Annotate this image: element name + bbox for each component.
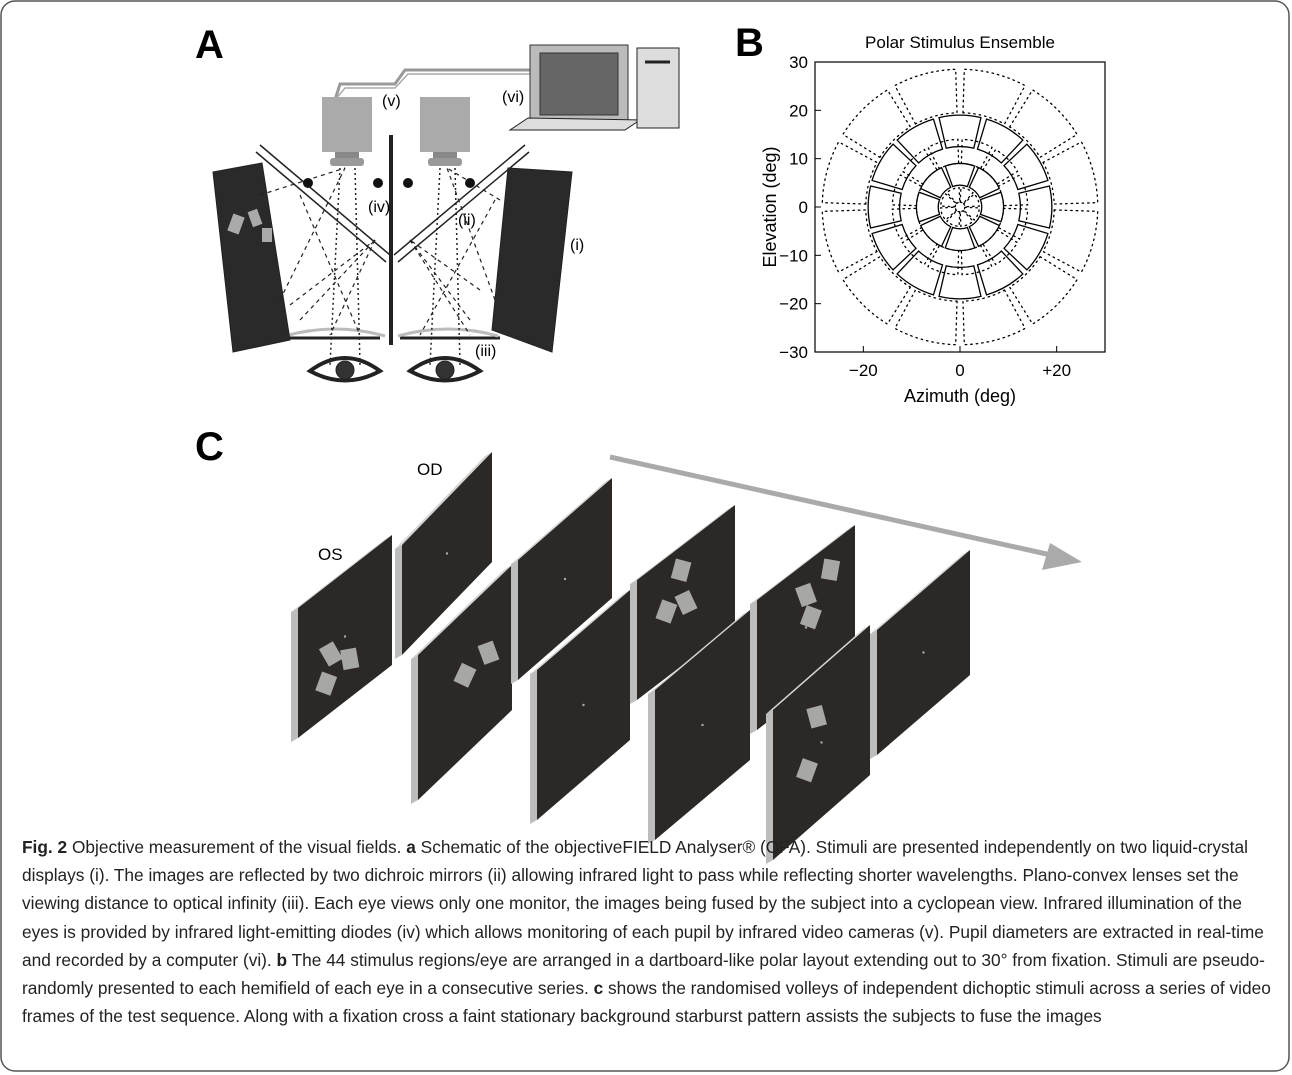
- stimulus-region: [872, 224, 916, 269]
- x-axis-label: Azimuth (deg): [904, 386, 1016, 406]
- fixation: [922, 651, 924, 653]
- y-tick-label: −30: [779, 343, 808, 362]
- fixation: [464, 681, 466, 683]
- screen-edge: [395, 545, 402, 659]
- screen-edge: [511, 560, 518, 684]
- screen-edge: [630, 580, 637, 704]
- stimulus-region: [921, 168, 951, 198]
- stimulus-patch: [340, 648, 359, 670]
- y-tick-label: −20: [779, 295, 808, 314]
- part-label: (iv): [368, 199, 390, 216]
- stimulus-region: [964, 207, 980, 220]
- screen-edge: [411, 655, 418, 804]
- fixation: [701, 724, 703, 726]
- schematic: [213, 45, 679, 381]
- fixation: [685, 601, 687, 603]
- stimulus-region: [917, 192, 940, 221]
- stimulus-region: [1004, 144, 1048, 189]
- stimulus-region: [843, 90, 910, 157]
- part-label: (vi): [502, 89, 524, 106]
- stimulus-region: [868, 186, 901, 228]
- x-tick-label: +20: [1042, 361, 1071, 380]
- y-tick-label: 30: [789, 53, 808, 72]
- stimulus-region: [892, 175, 921, 206]
- stimulus-region: [945, 227, 974, 250]
- y-tick-label: 10: [789, 150, 808, 169]
- stimulus-region: [961, 139, 992, 168]
- part-label: (i): [570, 237, 584, 254]
- screen-edge: [750, 600, 757, 734]
- stimulus-region: [892, 208, 921, 239]
- part-letter: c: [594, 978, 604, 998]
- stimulus-region: [941, 194, 957, 207]
- y-tick-label: 0: [799, 198, 808, 217]
- stimulus-region: [998, 208, 1027, 239]
- stimulus-region: [1010, 90, 1077, 157]
- panel-letter: B: [735, 21, 764, 65]
- stimulus-region: [939, 266, 981, 299]
- caption-label: Fig. 2: [22, 837, 67, 857]
- caption: Fig. 2 Objective measurement of the visu…: [22, 833, 1277, 1030]
- x-tick-label: −20: [849, 361, 878, 380]
- stimulus-region: [1010, 257, 1077, 324]
- fixation: [344, 635, 346, 637]
- part-label: (iii): [475, 343, 496, 360]
- arrow-head: [1042, 543, 1082, 570]
- stimulus-region: [843, 257, 910, 324]
- stimulus-region: [977, 251, 1022, 295]
- screen-edge: [291, 608, 298, 742]
- stimulus-region: [939, 115, 981, 148]
- stimulus-region: [960, 188, 973, 204]
- fixation: [564, 578, 566, 580]
- stimulus-region: [969, 216, 999, 246]
- y-tick-label: −10: [779, 246, 808, 265]
- part-letter: a: [406, 837, 416, 857]
- stimulus-region: [1004, 224, 1048, 269]
- stimulus-region: [897, 251, 942, 295]
- screen-edge: [530, 670, 537, 824]
- panel-letter: C: [195, 425, 224, 469]
- stimulus-region: [921, 216, 951, 246]
- screen-edge: [648, 690, 655, 844]
- screens: [291, 452, 1082, 864]
- panel-letter: A: [195, 23, 224, 67]
- stimulus-region: [928, 245, 959, 274]
- stimulus-region: [961, 245, 992, 274]
- stimulus-region: [945, 164, 974, 187]
- fixation: [582, 704, 584, 706]
- stimulus-region: [1019, 186, 1052, 228]
- fixation: [805, 626, 807, 628]
- stimulus-region: [872, 144, 916, 189]
- screen-label: OD: [417, 460, 443, 479]
- plot-frame: [815, 62, 1105, 352]
- stimulus-region: [947, 211, 960, 227]
- stimulus-region: [998, 175, 1027, 206]
- y-axis-label: Elevation (deg): [760, 146, 780, 267]
- stimulus-region: [980, 192, 1003, 221]
- y-tick-label: 20: [789, 101, 808, 120]
- caption-title: Objective measurement of the visual fiel…: [72, 837, 401, 857]
- stimulus-region: [969, 168, 999, 198]
- part-letter: b: [277, 950, 288, 970]
- chart-title: Polar Stimulus Ensemble: [865, 33, 1055, 52]
- stimulus-patch: [821, 559, 840, 581]
- screen-label: OS: [318, 545, 343, 564]
- part-label: (ii): [458, 212, 476, 229]
- part-label: (v): [382, 93, 401, 110]
- figure: A (i) (ii) (iii) (iv) (v) (vi) B Polar S…: [0, 0, 1292, 1075]
- screen-edge: [870, 630, 877, 759]
- fixation: [820, 741, 822, 743]
- x-tick-label: 0: [955, 361, 964, 380]
- fixation: [446, 552, 448, 554]
- stimulus-region: [977, 119, 1022, 163]
- stimulus-region: [928, 139, 959, 168]
- stimulus-region: [897, 119, 942, 163]
